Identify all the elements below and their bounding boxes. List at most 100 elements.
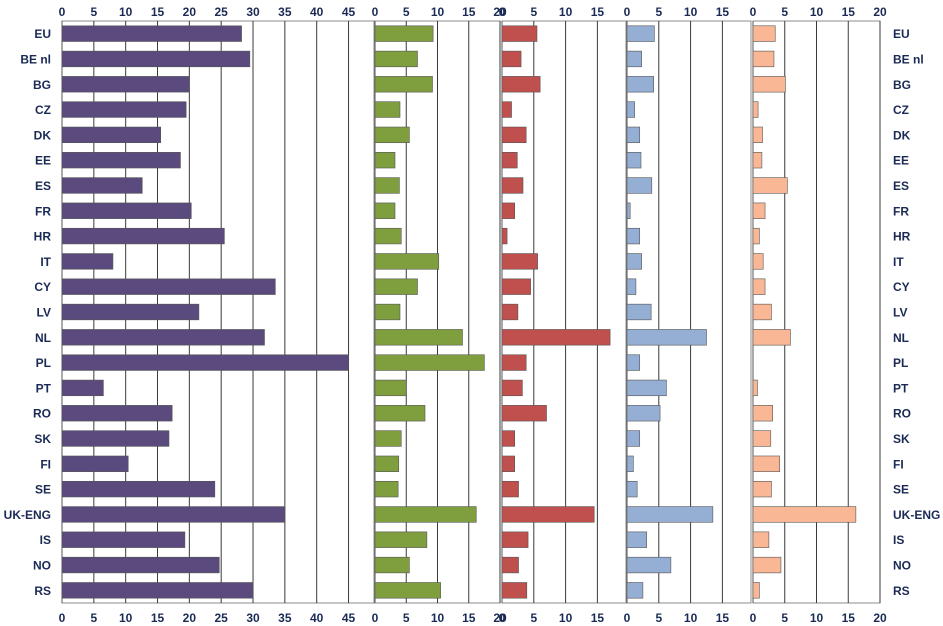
category-label-right: EE	[893, 154, 909, 168]
bar	[61, 582, 254, 599]
tick-label-bottom: 5	[90, 611, 97, 625]
category-label-right: BE nl	[893, 52, 924, 66]
tick-label-bottom: 10	[119, 611, 133, 625]
tick-label-top: 15	[462, 5, 476, 19]
bar	[61, 126, 161, 144]
category-label-right: UK-ENG	[893, 508, 940, 522]
tick-label-bottom: 15	[151, 611, 165, 625]
bar	[626, 480, 638, 498]
bar	[374, 506, 477, 523]
category-label-left: LV	[37, 306, 51, 320]
tick-label-bottom: 0	[624, 611, 631, 625]
bar	[61, 202, 192, 219]
tick-label-top: 30	[246, 5, 260, 19]
tick-label-top: 5	[530, 5, 537, 19]
bar	[501, 430, 516, 447]
bar	[501, 531, 529, 548]
bar	[374, 126, 410, 144]
category-label-right: IS	[893, 533, 904, 547]
bar	[61, 227, 225, 245]
tick-label-top: 15	[591, 5, 605, 19]
bar	[374, 303, 401, 321]
bar	[626, 76, 655, 93]
bar	[501, 101, 512, 118]
tick-label-bottom: 20	[493, 611, 507, 625]
category-label-left: DK	[34, 128, 52, 142]
tick-label-bottom: 10	[684, 611, 698, 625]
tick-label-top: 0	[750, 5, 757, 19]
bar	[752, 177, 788, 194]
bar	[501, 152, 518, 169]
tick-label-top: 40	[310, 5, 324, 19]
bar	[374, 253, 440, 270]
bar	[61, 25, 242, 42]
bar	[61, 253, 114, 270]
category-label-right: BG	[893, 78, 911, 92]
bar	[626, 152, 642, 169]
category-label-left: NO	[33, 559, 51, 573]
bar	[374, 480, 399, 498]
bar	[626, 126, 641, 144]
category-label-left: SE	[35, 483, 51, 497]
tick-label-top: 15	[842, 5, 856, 19]
bar	[752, 76, 786, 93]
bar	[626, 278, 637, 295]
tick-label-layer: 0 0 5 5 10 10 15 15 20 20 25 25 30 30 35 35 40 40 45 45 0 0 5 5…	[59, 5, 887, 625]
category-label-right: NO	[893, 559, 911, 573]
bar	[501, 50, 522, 68]
bar	[61, 480, 216, 498]
category-label-right: EU	[893, 27, 910, 41]
tick-label-top: 25	[215, 5, 229, 19]
bar	[752, 531, 770, 548]
bar	[374, 354, 485, 371]
bar	[626, 101, 635, 118]
tick-label-bottom: 5	[403, 611, 410, 625]
bar	[501, 455, 516, 472]
category-label-right: IT	[893, 255, 904, 269]
category-label-right: SK	[893, 432, 910, 446]
bar	[374, 202, 396, 219]
tick-label-bottom: 0	[59, 611, 66, 625]
bar	[626, 354, 641, 371]
bar	[501, 177, 524, 194]
bar	[374, 101, 401, 118]
bar	[626, 531, 648, 548]
bar	[752, 379, 758, 397]
tick-label-bottom: 15	[591, 611, 605, 625]
bar	[501, 329, 611, 346]
category-label-right: DK	[893, 128, 911, 142]
bar	[752, 455, 780, 472]
bar	[61, 76, 190, 93]
category-label-left: NL	[35, 331, 51, 345]
bar	[61, 152, 181, 169]
bar	[374, 455, 400, 472]
bar	[374, 25, 434, 42]
bar	[752, 101, 759, 118]
bar	[501, 480, 519, 498]
bar	[374, 76, 433, 93]
bar	[626, 582, 644, 599]
bar	[752, 556, 782, 574]
tick-label-top: 5	[90, 5, 97, 19]
bar	[752, 405, 773, 422]
category-label-layer: EU EU BE nl BE nl BG BG CZ CZ DK DK EE EE ES ES FR FR HR…	[4, 27, 941, 598]
category-label-left: IT	[40, 255, 51, 269]
category-label-left: HR	[34, 230, 52, 244]
category-label-left: PT	[36, 381, 52, 395]
bar	[374, 177, 400, 194]
bar	[626, 556, 672, 574]
bar	[752, 126, 763, 144]
category-label-left: RO	[33, 407, 51, 421]
bar	[501, 405, 547, 422]
bar	[501, 582, 528, 599]
tick-label-top: 15	[151, 5, 165, 19]
tick-label-top: 10	[810, 5, 824, 19]
category-label-left: EE	[35, 154, 51, 168]
tick-label-top: 20	[493, 5, 507, 19]
category-label-right: SE	[893, 483, 909, 497]
category-label-left: BE nl	[20, 52, 51, 66]
category-label-right: ES	[893, 179, 909, 193]
bar	[626, 329, 707, 346]
bar	[752, 50, 775, 68]
category-label-right: FR	[893, 204, 909, 218]
